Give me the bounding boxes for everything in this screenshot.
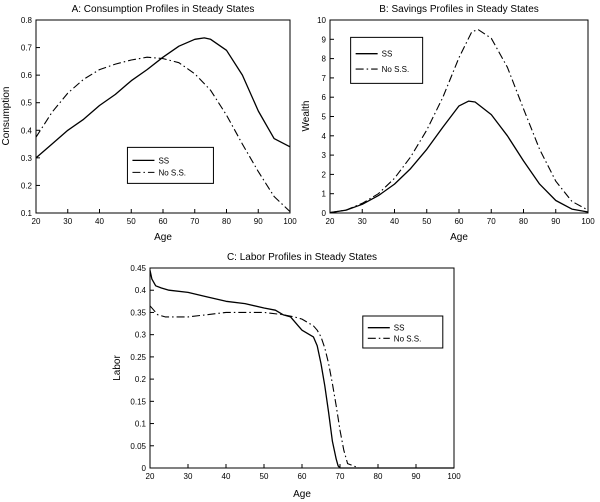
x-tick-label: 100 (283, 217, 297, 226)
y-tick-label: 0.1 (21, 209, 33, 218)
y-tick-label: 0.4 (21, 126, 33, 135)
chart-a-plot-area: 20 30 40 50 60 70 80 90 100 0.1 0.2 0.3 0.4 0.5 0.6 0.7… (21, 16, 297, 226)
y-tick-label: 0 (142, 464, 147, 473)
x-tick-label: 50 (422, 217, 431, 226)
y-tick-label: 1 (322, 190, 327, 199)
y-tick-label: 0.4 (135, 286, 147, 295)
y-tick-label: 0.5 (21, 99, 33, 108)
plot-box (149, 267, 455, 469)
chart-b-xlabel: Age (450, 232, 468, 243)
x-tick-label: 50 (127, 217, 136, 226)
y-tick-label: 0.15 (130, 397, 146, 406)
y-tick-label: 8 (322, 55, 327, 64)
x-tick-label: 40 (222, 472, 231, 481)
chart-c-title: C: Labor Profiles in Steady States (227, 252, 377, 263)
legend-label: SS (158, 156, 169, 165)
x-tick-label: 20 (326, 217, 335, 226)
chart-a-xlabel: Age (154, 232, 172, 243)
y-tick-label: 0.2 (21, 181, 33, 190)
x-tick-label: 30 (184, 472, 193, 481)
y-tick-label: 0.3 (135, 331, 147, 340)
y-tick-label: 9 (322, 35, 327, 44)
labor-chart-svg: C: Labor Profiles in Steady States Age L… (112, 252, 461, 500)
y-tick-label: 0.35 (130, 308, 146, 317)
legend-box (350, 36, 424, 84)
series-no-s-s- (35, 56, 291, 212)
y-tick-label: 4 (322, 132, 327, 141)
x-tick-label: 80 (374, 472, 383, 481)
series-ss (149, 270, 454, 469)
y-tick-label: 0.1 (135, 420, 147, 429)
y-tick-label: 10 (317, 16, 326, 25)
series-ss (329, 100, 589, 214)
chart-a-title: A: Consumption Profiles in Steady States (72, 4, 255, 15)
x-tick-label: 90 (254, 217, 263, 226)
legend-label: SS (382, 50, 393, 59)
x-tick-label: 50 (260, 472, 269, 481)
x-tick-label: 100 (447, 472, 461, 481)
x-tick-label: 70 (487, 217, 496, 226)
y-tick-label: 0.3 (21, 154, 33, 163)
y-tick-label: 0.2 (135, 375, 147, 384)
y-tick-label: 0.25 (130, 353, 146, 362)
y-tick-label: 2 (322, 170, 327, 179)
x-tick-label: 70 (190, 217, 199, 226)
x-tick-label: 60 (455, 217, 464, 226)
series-no-s-s- (329, 29, 589, 214)
y-tick-label: 0.6 (21, 71, 33, 80)
legend-label: SS (394, 324, 405, 333)
x-tick-label: 80 (222, 217, 231, 226)
y-tick-label: 7 (322, 74, 327, 83)
y-tick-label: 0.7 (21, 44, 33, 53)
chart-b-title: B: Savings Profiles in Steady States (379, 4, 539, 15)
x-tick-label: 40 (390, 217, 399, 226)
legend-box (126, 146, 214, 184)
chart-c-plot-area: 20 30 40 50 60 70 80 90 100 0 0.05 0.1 0.15 0.2 0.25 0.… (130, 264, 461, 481)
chart-c-ylabel: Labor (112, 355, 123, 381)
chart-b-ylabel: Wealth (301, 101, 312, 132)
x-tick-label: 100 (581, 217, 595, 226)
x-tick-label: 40 (95, 217, 104, 226)
series-ss (35, 37, 291, 159)
chart-a-ylabel: Consumption (1, 87, 12, 146)
x-tick-label: 60 (298, 472, 307, 481)
x-tick-label: 60 (159, 217, 168, 226)
y-tick-label: 3 (322, 151, 327, 160)
y-tick-label: 5 (322, 113, 327, 122)
x-tick-label: 90 (412, 472, 421, 481)
x-tick-label: 30 (63, 217, 72, 226)
y-tick-label: 0.8 (21, 16, 33, 25)
consumption-chart-svg: A: Consumption Profiles in Steady States… (1, 4, 297, 243)
x-tick-label: 90 (551, 217, 560, 226)
plot-box (35, 19, 291, 214)
savings-chart-svg: B: Savings Profiles in Steady States Age… (301, 4, 595, 243)
series-no-s-s- (149, 305, 454, 469)
x-tick-label: 70 (336, 472, 345, 481)
x-tick-label: 80 (519, 217, 528, 226)
x-tick-label: 30 (358, 217, 367, 226)
y-tick-label: 0.05 (130, 442, 146, 451)
y-tick-label: 6 (322, 93, 327, 102)
y-tick-label: 0.45 (130, 264, 146, 273)
chart-b-plot-area: 20 30 40 50 60 70 80 90 100 0 1 2 3 4 5 6 7 8 9 10 SS No S.S. (317, 16, 595, 226)
legend-box (362, 315, 444, 349)
legend-label: No S.S. (394, 334, 422, 343)
chart-savings-profiles: B: Savings Profiles in Steady States Age… (300, 0, 600, 250)
x-tick-label: 20 (32, 217, 41, 226)
x-tick-label: 20 (146, 472, 155, 481)
chart-c-xlabel: Age (293, 489, 311, 500)
legend-label: No S.S. (382, 65, 410, 74)
chart-labor-profiles: C: Labor Profiles in Steady States Age L… (108, 248, 468, 502)
legend-label: No S.S. (158, 168, 186, 177)
chart-consumption-profiles: A: Consumption Profiles in Steady States… (0, 0, 300, 250)
y-tick-label: 0 (322, 209, 327, 218)
